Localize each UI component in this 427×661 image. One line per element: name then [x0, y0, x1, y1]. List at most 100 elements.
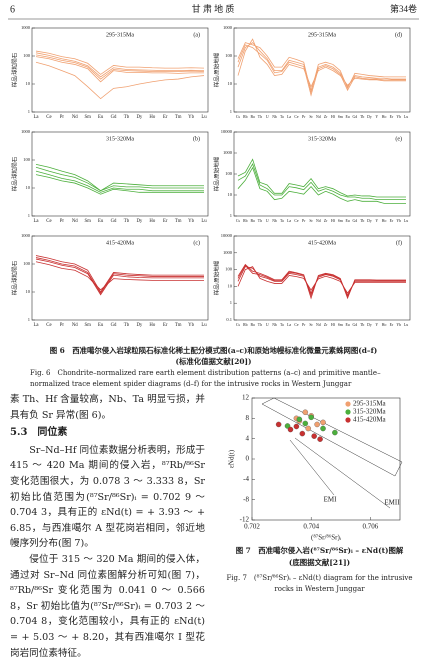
legend-label: 295-315Ma	[353, 400, 387, 408]
paragraph: 侵位于 315 ～ 320 Ma 期间的侵入体，通过对 Sr–Nd 同位素图解分…	[10, 553, 205, 659]
data-point	[305, 425, 311, 432]
x-tick-label: Yb	[188, 115, 194, 120]
y-tick-label: 4	[246, 434, 250, 442]
x-tick-label: 0.704	[303, 523, 319, 531]
pattern-line	[237, 42, 406, 93]
x-tick-label: Dy	[136, 219, 142, 224]
y-axis-label: 样品/原始地幔	[212, 52, 220, 87]
data-point	[317, 436, 323, 442]
panel-period: 295-315Ma	[308, 32, 336, 38]
pattern-line	[35, 54, 205, 80]
y-tick-label: 10	[228, 283, 233, 288]
x-tick-label: Tb	[360, 323, 364, 327]
x-tick-label: Ta	[280, 219, 284, 223]
pattern-line	[35, 50, 205, 75]
data-point	[296, 416, 303, 423]
x-tick-label: Cs	[236, 323, 241, 327]
paragraph: Sr–Nd–Hf 同位素数据分析表明，形成于 415 ～ 420 Ma 期间的侵…	[10, 444, 205, 550]
y-tick-label: 12	[242, 394, 250, 402]
y-tick-label: -8	[243, 495, 249, 503]
data-point	[302, 420, 309, 427]
x-tick-label: Er	[390, 115, 394, 119]
plot-frame	[233, 27, 411, 113]
pattern-line	[35, 61, 205, 100]
x-tick-label: Gd	[353, 323, 358, 327]
x-tick-label: Ce	[46, 115, 51, 120]
x-tick-label: Nd	[72, 115, 78, 120]
y-tick-label: 100	[23, 53, 31, 58]
x-tick-label: 0.706	[363, 523, 379, 531]
y-tick-label: 100	[225, 267, 233, 272]
legend-swatch	[345, 417, 351, 423]
data-point	[284, 423, 291, 429]
plot-frame	[31, 27, 209, 113]
x-tick-label: Rb	[243, 323, 248, 327]
y-tick-label: 1000	[21, 129, 31, 134]
x-tick-label: Sm	[84, 115, 91, 120]
x-tick-label: Tb	[124, 219, 130, 224]
x-tick-label: La	[287, 323, 291, 327]
x-tick-label: Pr	[302, 219, 306, 223]
x-tick-label: Cs	[236, 115, 241, 119]
pattern-line	[35, 52, 205, 78]
mantle-array	[261, 397, 403, 509]
x-tick-label: Pr	[60, 219, 65, 224]
x-tick-label: Sr	[309, 323, 313, 327]
panel-label: (e)	[395, 135, 402, 142]
x-tick-label: La	[33, 115, 39, 120]
x-tick-label: Hf	[331, 219, 336, 223]
pattern-line	[35, 174, 204, 195]
x-tick-label: Pr	[302, 115, 306, 119]
x-tick-label: Tm	[175, 219, 182, 224]
x-tick-label: Eu	[98, 115, 104, 120]
x-tick-label: Rb	[243, 219, 248, 223]
x-tick-label: Ba	[250, 323, 255, 327]
section-heading: 5.3 同位素	[10, 427, 68, 439]
pattern-line	[237, 163, 406, 201]
x-tick-label: Ho	[382, 115, 387, 119]
journal-name: 甘 肃 地 质	[192, 3, 235, 14]
y-tick-label: 10	[26, 289, 31, 294]
y-tick-label: 1	[230, 109, 232, 114]
page: {"header":{"page":"6","journal":"甘 肃 地 质…	[8, 3, 419, 659]
data-point	[320, 419, 326, 426]
x-tick-label: Ta	[280, 115, 284, 119]
x-tick-label: Lu	[201, 115, 207, 120]
x-tick-label: Tm	[175, 323, 182, 328]
x-tick-label: Tb	[124, 115, 130, 120]
x-tick-label: Gd	[111, 219, 117, 224]
x-tick-label: Ta	[280, 323, 284, 327]
pattern-line	[237, 266, 406, 297]
x-tick-label: Eu	[345, 219, 349, 223]
x-tick-label: Tm	[175, 115, 182, 120]
pattern-line	[237, 38, 406, 88]
y-tick-label: 1000	[223, 150, 233, 155]
x-tick-label: Sm	[338, 219, 343, 223]
x-tick-label: Yb	[188, 323, 194, 328]
x-tick-label: Tb	[124, 323, 130, 328]
x-tick-label: Nd	[316, 323, 321, 327]
x-tick-label: Er	[390, 323, 394, 327]
y-tick-label: 1000	[21, 233, 31, 238]
fig7-caption-cn: 图 7 西准噶尔侵入岩(⁸⁷Sr/⁸⁶Sr)ᵢ – εNd(t)图解	[235, 546, 404, 555]
y-tick-label: 8	[246, 414, 250, 422]
annotation: EMI	[324, 496, 338, 504]
x-tick-label: Hf	[331, 115, 336, 119]
panel-period: 295-315Ma	[106, 32, 134, 38]
pattern-line	[35, 163, 204, 192]
pattern-line	[237, 266, 406, 294]
x-tick-label: Ho	[382, 323, 387, 327]
x-tick-label: Cs	[236, 219, 241, 223]
y-tick-label: 10	[228, 192, 233, 197]
x-tick-label: Lu	[404, 115, 408, 119]
x-tick-label: Pr	[60, 115, 65, 120]
x-tick-label: La	[33, 323, 39, 328]
x-tick-label: Er	[163, 115, 168, 120]
x-tick-label: Dy	[367, 115, 372, 119]
x-axis-label: (⁸⁷Sr/⁸⁶Sr)ᵢ	[311, 534, 342, 542]
x-tick-label: Rb	[243, 115, 248, 119]
x-tick-label: Ce	[294, 323, 299, 327]
y-axis-label: 样品/球粒陨石	[10, 52, 18, 87]
x-tick-label: Pr	[60, 323, 65, 328]
x-tick-label: Ho	[149, 115, 155, 120]
